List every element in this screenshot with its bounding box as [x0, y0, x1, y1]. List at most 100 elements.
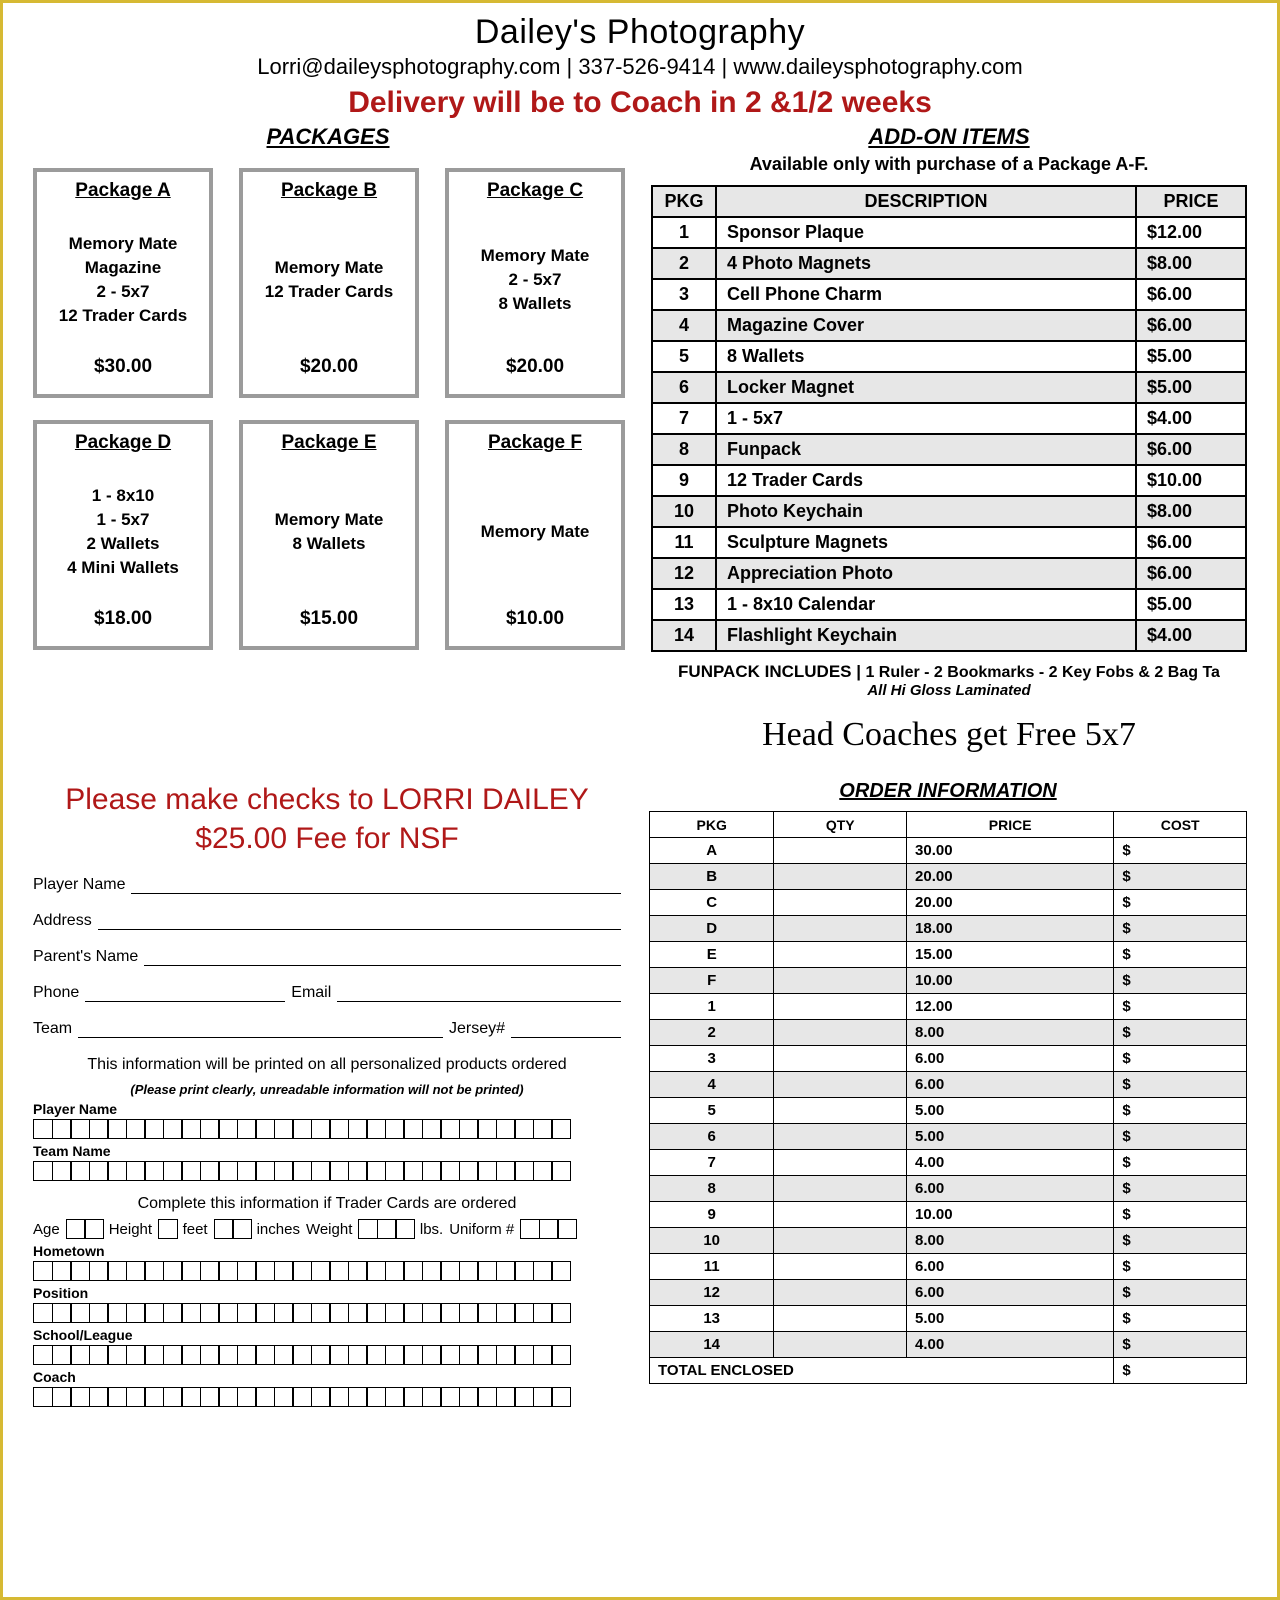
addon-row: 4Magazine Cover$6.00 [652, 310, 1246, 341]
addon-row: 10Photo Keychain$8.00 [652, 496, 1246, 527]
order-row: 112.00$ [650, 994, 1247, 1020]
coaches-note: Head Coaches get Free 5x7 [651, 716, 1247, 754]
box-field-label: Hometown [33, 1243, 621, 1259]
addon-row: 12Appreciation Photo$6.00 [652, 558, 1246, 589]
order-row: D18.00$ [650, 916, 1247, 942]
addon-table: PKGDESCRIPTIONPRICE 1Sponsor Plaque$12.0… [651, 185, 1247, 652]
package-name: Package D [43, 432, 203, 454]
packages-heading: PACKAGES [33, 124, 623, 150]
jersey-input[interactable] [511, 1022, 621, 1038]
box-field-label: School/League [33, 1327, 621, 1343]
player-name-input[interactable] [131, 878, 621, 894]
page-title: Dailey's Photography [33, 13, 1247, 52]
order-row: B20.00$ [650, 864, 1247, 890]
package-price: $10.00 [455, 608, 615, 630]
player-name-label: Player Name [33, 876, 125, 894]
addon-row: 1Sponsor Plaque$12.00 [652, 217, 1246, 248]
char-boxes[interactable] [358, 1219, 414, 1239]
package-name: Package A [43, 180, 203, 202]
package-body: Memory Mate 2 - 5x7 8 Wallets [455, 212, 615, 348]
package-name: Package F [455, 432, 615, 454]
email-input[interactable] [337, 986, 621, 1002]
order-row: F10.00$ [650, 968, 1247, 994]
print-note: This information will be printed on all … [33, 1056, 621, 1074]
char-boxes[interactable] [66, 1219, 103, 1239]
order-table: PKGQTYPRICECOST A30.00$B20.00$C20.00$D18… [649, 811, 1247, 1384]
addon-row: 11Sculpture Magnets$6.00 [652, 527, 1246, 558]
parent-input[interactable] [144, 950, 621, 966]
order-row: 126.00$ [650, 1280, 1247, 1306]
checks-notice: Please make checks to LORRI DAILEY $25.0… [33, 780, 621, 858]
order-row: 28.00$ [650, 1020, 1247, 1046]
addon-row: 131 - 8x10 Calendar$5.00 [652, 589, 1246, 620]
package-body: Memory Mate [455, 464, 615, 600]
addon-row: 3Cell Phone Charm$6.00 [652, 279, 1246, 310]
order-row: 86.00$ [650, 1176, 1247, 1202]
package-box: Package C Memory Mate 2 - 5x7 8 Wallets … [445, 168, 625, 398]
package-name: Package B [249, 180, 409, 202]
package-body: Memory Mate 12 Trader Cards [249, 212, 409, 348]
delivery-notice: Delivery will be to Coach in 2 &1/2 week… [33, 86, 1247, 120]
address-label: Address [33, 912, 92, 930]
addon-row: 6Locker Magnet$5.00 [652, 372, 1246, 403]
package-price: $20.00 [249, 356, 409, 378]
parent-label: Parent's Name [33, 948, 138, 966]
order-row: A30.00$ [650, 838, 1247, 864]
order-row: 46.00$ [650, 1072, 1247, 1098]
jersey-label: Jersey# [449, 1020, 505, 1038]
funpack-note: FUNPACK INCLUDES | 1 Ruler - 2 Bookmarks… [651, 662, 1247, 700]
package-price: $15.00 [249, 608, 409, 630]
package-box: Package B Memory Mate 12 Trader Cards $2… [239, 168, 419, 398]
char-boxes[interactable] [33, 1303, 621, 1323]
order-row: 74.00$ [650, 1150, 1247, 1176]
char-boxes[interactable] [33, 1261, 621, 1281]
box-field-label: Player Name [33, 1101, 621, 1117]
package-name: Package E [249, 432, 409, 454]
addon-row: 71 - 5x7$4.00 [652, 403, 1246, 434]
phone-label: Phone [33, 984, 79, 1002]
order-row: 116.00$ [650, 1254, 1247, 1280]
package-price: $30.00 [43, 356, 203, 378]
order-total-row: TOTAL ENCLOSED$ [650, 1358, 1247, 1384]
addon-row: 24 Photo Magnets$8.00 [652, 248, 1246, 279]
addon-row: 8Funpack$6.00 [652, 434, 1246, 465]
package-box: Package A Memory Mate Magazine 2 - 5x7 1… [33, 168, 213, 398]
package-box: Package F Memory Mate $10.00 [445, 420, 625, 650]
email-label: Email [291, 984, 331, 1002]
order-row: 65.00$ [650, 1124, 1247, 1150]
package-box: Package D 1 - 8x10 1 - 5x7 2 Wallets 4 M… [33, 420, 213, 650]
box-field-label: Position [33, 1285, 621, 1301]
char-boxes[interactable] [33, 1345, 621, 1365]
char-boxes[interactable] [214, 1219, 251, 1239]
char-boxes[interactable] [33, 1387, 621, 1407]
char-boxes[interactable] [33, 1161, 621, 1181]
package-body: Memory Mate Magazine 2 - 5x7 12 Trader C… [43, 212, 203, 348]
order-row: 144.00$ [650, 1332, 1247, 1358]
order-row: 910.00$ [650, 1202, 1247, 1228]
contact-line: Lorri@daileysphotography.com | 337-526-9… [33, 54, 1247, 80]
box-field-label: Team Name [33, 1143, 621, 1159]
addon-subtitle: Available only with purchase of a Packag… [651, 154, 1247, 175]
trader-stats-row: Age Heightfeet inches Weightlbs. Uniform… [33, 1219, 621, 1239]
package-price: $20.00 [455, 356, 615, 378]
order-heading: ORDER INFORMATION [649, 780, 1247, 803]
addon-row: 912 Trader Cards$10.00 [652, 465, 1246, 496]
box-field-label: Coach [33, 1369, 621, 1385]
order-row: 108.00$ [650, 1228, 1247, 1254]
order-row: 135.00$ [650, 1306, 1247, 1332]
team-label: Team [33, 1020, 72, 1038]
address-input[interactable] [98, 914, 621, 930]
team-input[interactable] [78, 1022, 443, 1038]
package-body: Memory Mate 8 Wallets [249, 464, 409, 600]
char-boxes[interactable] [33, 1119, 621, 1139]
order-row: 55.00$ [650, 1098, 1247, 1124]
phone-input[interactable] [85, 986, 285, 1002]
order-row: 36.00$ [650, 1046, 1247, 1072]
char-boxes[interactable] [158, 1219, 177, 1239]
package-box: Package E Memory Mate 8 Wallets $15.00 [239, 420, 419, 650]
package-body: 1 - 8x10 1 - 5x7 2 Wallets 4 Mini Wallet… [43, 464, 203, 600]
order-row: C20.00$ [650, 890, 1247, 916]
order-row: E15.00$ [650, 942, 1247, 968]
trader-note: Complete this information if Trader Card… [33, 1195, 621, 1213]
char-boxes[interactable] [520, 1219, 576, 1239]
